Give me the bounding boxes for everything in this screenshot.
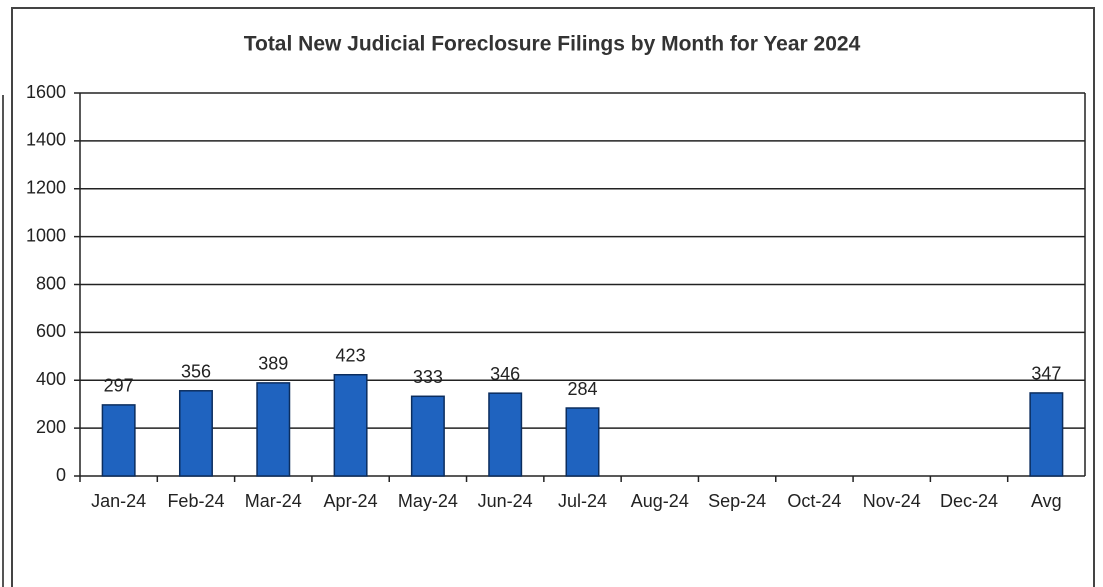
bar — [488, 392, 523, 477]
x-tick-label: Jan-24 — [91, 491, 146, 511]
x-tick-label: Sep-24 — [708, 491, 766, 511]
y-tick-label: 1400 — [26, 130, 66, 150]
chart-frame — [11, 7, 1095, 587]
y-tick-label: 1000 — [26, 225, 66, 245]
y-tick-label: 200 — [36, 417, 66, 437]
bar — [101, 404, 136, 477]
bar — [256, 382, 291, 477]
y-tick-label: 400 — [36, 369, 66, 389]
x-tick-label: Dec-24 — [940, 491, 998, 511]
x-tick-label: Oct-24 — [787, 491, 841, 511]
data-label: 347 — [1031, 364, 1061, 384]
data-label: 423 — [336, 345, 366, 365]
x-tick-label: Mar-24 — [245, 491, 302, 511]
y-tick-label: 800 — [36, 273, 66, 293]
data-label: 346 — [490, 364, 520, 384]
y-tick-label: 0 — [56, 465, 66, 485]
data-label: 297 — [104, 376, 134, 396]
data-label: 389 — [258, 354, 288, 374]
bar — [333, 373, 368, 477]
bar — [410, 395, 445, 477]
bar — [565, 407, 600, 477]
x-tick-label: Avg — [1031, 491, 1062, 511]
y-tick-label: 1600 — [26, 82, 66, 102]
y-tick-label: 600 — [36, 321, 66, 341]
data-label: 284 — [567, 379, 597, 399]
chart-title: Total New Judicial Foreclosure Filings b… — [244, 33, 861, 56]
x-tick-label: Aug-24 — [631, 491, 689, 511]
bar — [178, 390, 213, 477]
x-tick-label: Feb-24 — [167, 491, 224, 511]
y-tick-label: 1200 — [26, 178, 66, 198]
x-tick-label: Jul-24 — [558, 491, 607, 511]
data-label: 356 — [181, 362, 211, 382]
x-tick-label: May-24 — [398, 491, 458, 511]
x-tick-label: Nov-24 — [863, 491, 921, 511]
x-tick-label: Apr-24 — [324, 491, 378, 511]
bar — [1029, 392, 1064, 477]
x-tick-label: Jun-24 — [478, 491, 533, 511]
data-label: 333 — [413, 367, 443, 387]
